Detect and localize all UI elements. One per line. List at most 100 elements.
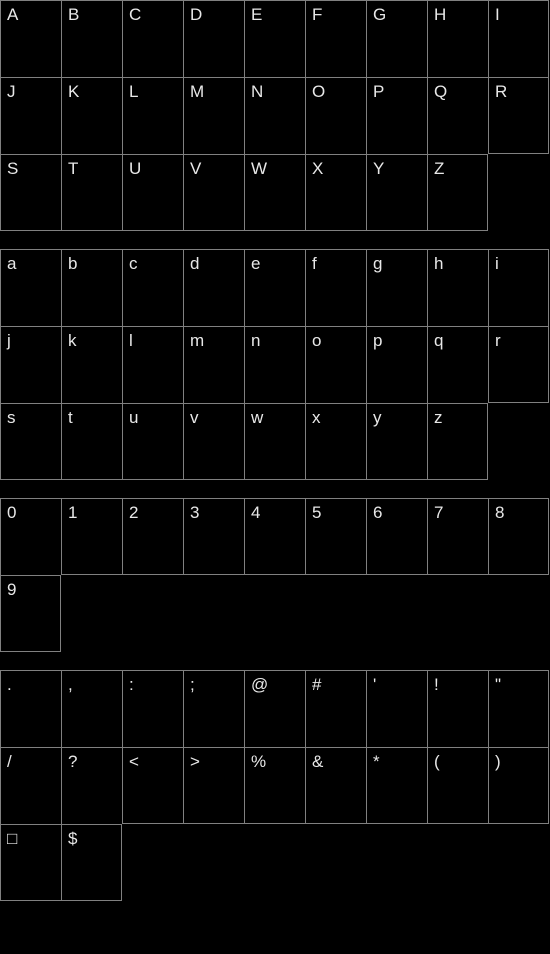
glyph-cell: B — [61, 0, 122, 77]
glyph: I — [495, 5, 500, 25]
glyph: T — [68, 159, 78, 179]
glyph: O — [312, 82, 325, 102]
glyph: y — [373, 408, 382, 428]
section-lowercase: abcdefghijklmnopqrstuvwxyz — [0, 249, 549, 480]
glyph-cell: e — [244, 249, 305, 326]
glyph-cell: $ — [61, 824, 122, 901]
glyph: $ — [68, 829, 77, 849]
glyph: u — [129, 408, 138, 428]
character-map: ABCDEFGHIJKLMNOPQRSTUVWXYZabcdefghijklmn… — [0, 0, 550, 901]
glyph-cell: n — [244, 326, 305, 403]
glyph-cell: G — [366, 0, 427, 77]
glyph: 9 — [7, 580, 16, 600]
glyph-cell: □ — [0, 824, 61, 901]
glyph: j — [7, 331, 11, 351]
glyph-cell: 2 — [122, 498, 183, 575]
glyph-cell: 8 — [488, 498, 549, 575]
glyph-cell: ) — [488, 747, 549, 824]
glyph: N — [251, 82, 263, 102]
glyph: 3 — [190, 503, 199, 523]
glyph-cell: N — [244, 77, 305, 154]
glyph-cell: l — [122, 326, 183, 403]
glyph: r — [495, 331, 501, 351]
glyph: q — [434, 331, 443, 351]
glyph-cell: " — [488, 670, 549, 747]
glyph-cell: q — [427, 326, 488, 403]
glyph: e — [251, 254, 260, 274]
glyph: J — [7, 82, 16, 102]
glyph: ' — [373, 675, 376, 695]
glyph-cell: H — [427, 0, 488, 77]
glyph-cell: W — [244, 154, 305, 231]
glyph: A — [7, 5, 18, 25]
glyph: / — [7, 752, 12, 772]
glyph-cell: < — [122, 747, 183, 824]
glyph-cell: k — [61, 326, 122, 403]
glyph: M — [190, 82, 204, 102]
glyph-cell: @ — [244, 670, 305, 747]
glyph: Q — [434, 82, 447, 102]
glyph: 4 — [251, 503, 260, 523]
glyph-cell: x — [305, 403, 366, 480]
glyph-cell: I — [488, 0, 549, 77]
glyph: ? — [68, 752, 77, 772]
glyph-cell: E — [244, 0, 305, 77]
glyph: k — [68, 331, 77, 351]
glyph-cell: Z — [427, 154, 488, 231]
glyph-cell: T — [61, 154, 122, 231]
glyph: 2 — [129, 503, 138, 523]
glyph: n — [251, 331, 260, 351]
glyph: s — [7, 408, 16, 428]
glyph: a — [7, 254, 16, 274]
glyph: 0 — [7, 503, 16, 523]
glyph-cell: g — [366, 249, 427, 326]
glyph: ( — [434, 752, 440, 772]
glyph: m — [190, 331, 204, 351]
glyph-cell: . — [0, 670, 61, 747]
glyph-cell: ! — [427, 670, 488, 747]
glyph-cell: K — [61, 77, 122, 154]
glyph-cell: D — [183, 0, 244, 77]
section-punctuation: .,:;@#'!"/?<>%&*()□$ — [0, 670, 549, 901]
glyph-cell: # — [305, 670, 366, 747]
glyph-cell: ? — [61, 747, 122, 824]
glyph: . — [7, 675, 12, 695]
glyph-cell: i — [488, 249, 549, 326]
glyph-cell: F — [305, 0, 366, 77]
glyph-cell: : — [122, 670, 183, 747]
glyph-cell: , — [61, 670, 122, 747]
glyph: H — [434, 5, 446, 25]
glyph-cell: s — [0, 403, 61, 480]
glyph-cell: y — [366, 403, 427, 480]
section-uppercase: ABCDEFGHIJKLMNOPQRSTUVWXYZ — [0, 0, 549, 231]
glyph: > — [190, 752, 200, 772]
glyph-cell: U — [122, 154, 183, 231]
glyph-cell: ( — [427, 747, 488, 824]
glyph: v — [190, 408, 199, 428]
glyph: E — [251, 5, 262, 25]
glyph-cell: S — [0, 154, 61, 231]
glyph: : — [129, 675, 134, 695]
glyph: & — [312, 752, 323, 772]
glyph: C — [129, 5, 141, 25]
glyph: " — [495, 675, 501, 695]
glyph: B — [68, 5, 79, 25]
glyph-cell: J — [0, 77, 61, 154]
glyph: ; — [190, 675, 195, 695]
glyph-cell: L — [122, 77, 183, 154]
glyph: Y — [373, 159, 384, 179]
glyph-cell: 5 — [305, 498, 366, 575]
glyph-cell: o — [305, 326, 366, 403]
glyph: F — [312, 5, 322, 25]
glyph: * — [373, 752, 380, 772]
glyph-cell: t — [61, 403, 122, 480]
glyph-cell: M — [183, 77, 244, 154]
glyph: c — [129, 254, 138, 274]
glyph-cell: d — [183, 249, 244, 326]
glyph: V — [190, 159, 201, 179]
glyph-cell: 7 — [427, 498, 488, 575]
glyph: b — [68, 254, 77, 274]
glyph-cell: u — [122, 403, 183, 480]
glyph-cell: Y — [366, 154, 427, 231]
glyph: W — [251, 159, 267, 179]
